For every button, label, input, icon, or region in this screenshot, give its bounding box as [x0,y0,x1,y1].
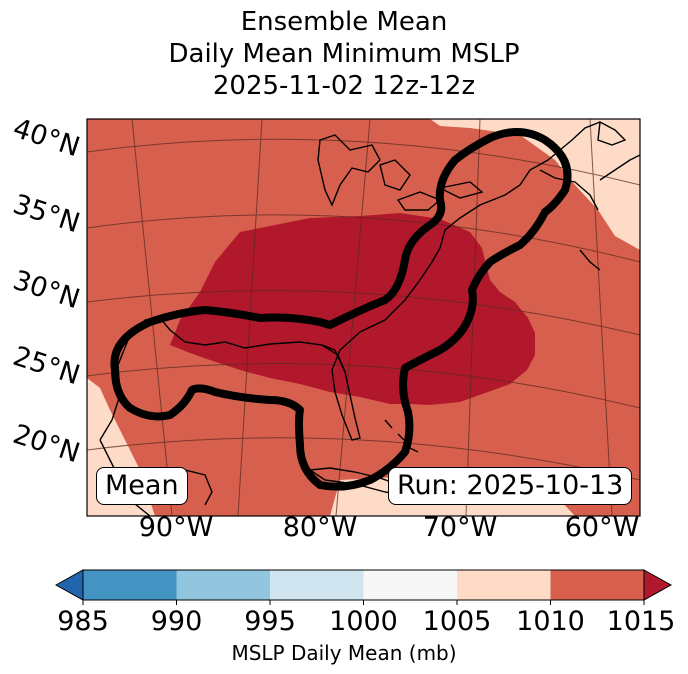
colorbar-tick-985: 985 [57,606,109,637]
run-date-box: Run: 2025-10-13 [388,467,633,505]
lon-label-90w: 90°W [138,512,214,543]
colorbar-tick-1005: 1005 [422,606,492,637]
colorbar-tick-1000: 1000 [329,606,398,637]
title-line-2: Daily Mean Minimum MSLP [168,39,520,69]
title-line-3: 2025-11-02 12z-12z [212,71,476,101]
colorbar-tick-1010: 1010 [516,606,585,637]
colorbar [54,569,673,605]
lon-label-70w: 70°W [422,512,498,543]
colorbar-under-arrow [54,569,84,601]
mean-label-box: Mean [96,467,188,505]
colorbar-tick-995: 995 [244,606,296,637]
colorbar-tick-990: 990 [150,606,203,637]
colorbar-tick-1015: 1015 [606,606,676,637]
lon-label-80w: 80°W [282,512,358,543]
colorbar-segment-995-1000 [270,570,364,600]
colorbar-segment-1005-1010 [457,570,551,600]
title-line-1: Ensemble Mean [240,7,448,37]
lon-label-60w: 60°W [564,512,640,543]
colorbar-over-arrow [643,569,673,601]
mslp-contour-1015 [110,128,572,491]
map-frame [86,118,641,517]
colorbar-segment-1000-1005 [363,570,457,600]
colorbar-segment-990-995 [176,570,270,600]
colorbar-segment-985-990 [83,570,177,600]
coastlines [99,120,640,516]
colorbar-segment-1010-1015 [550,570,644,600]
pressure-band-1005-1010-northeast [430,119,640,250]
colorbar-label: MSLP Daily Mean (mb) [231,641,457,665]
pressure-band-above-1015 [170,213,535,405]
